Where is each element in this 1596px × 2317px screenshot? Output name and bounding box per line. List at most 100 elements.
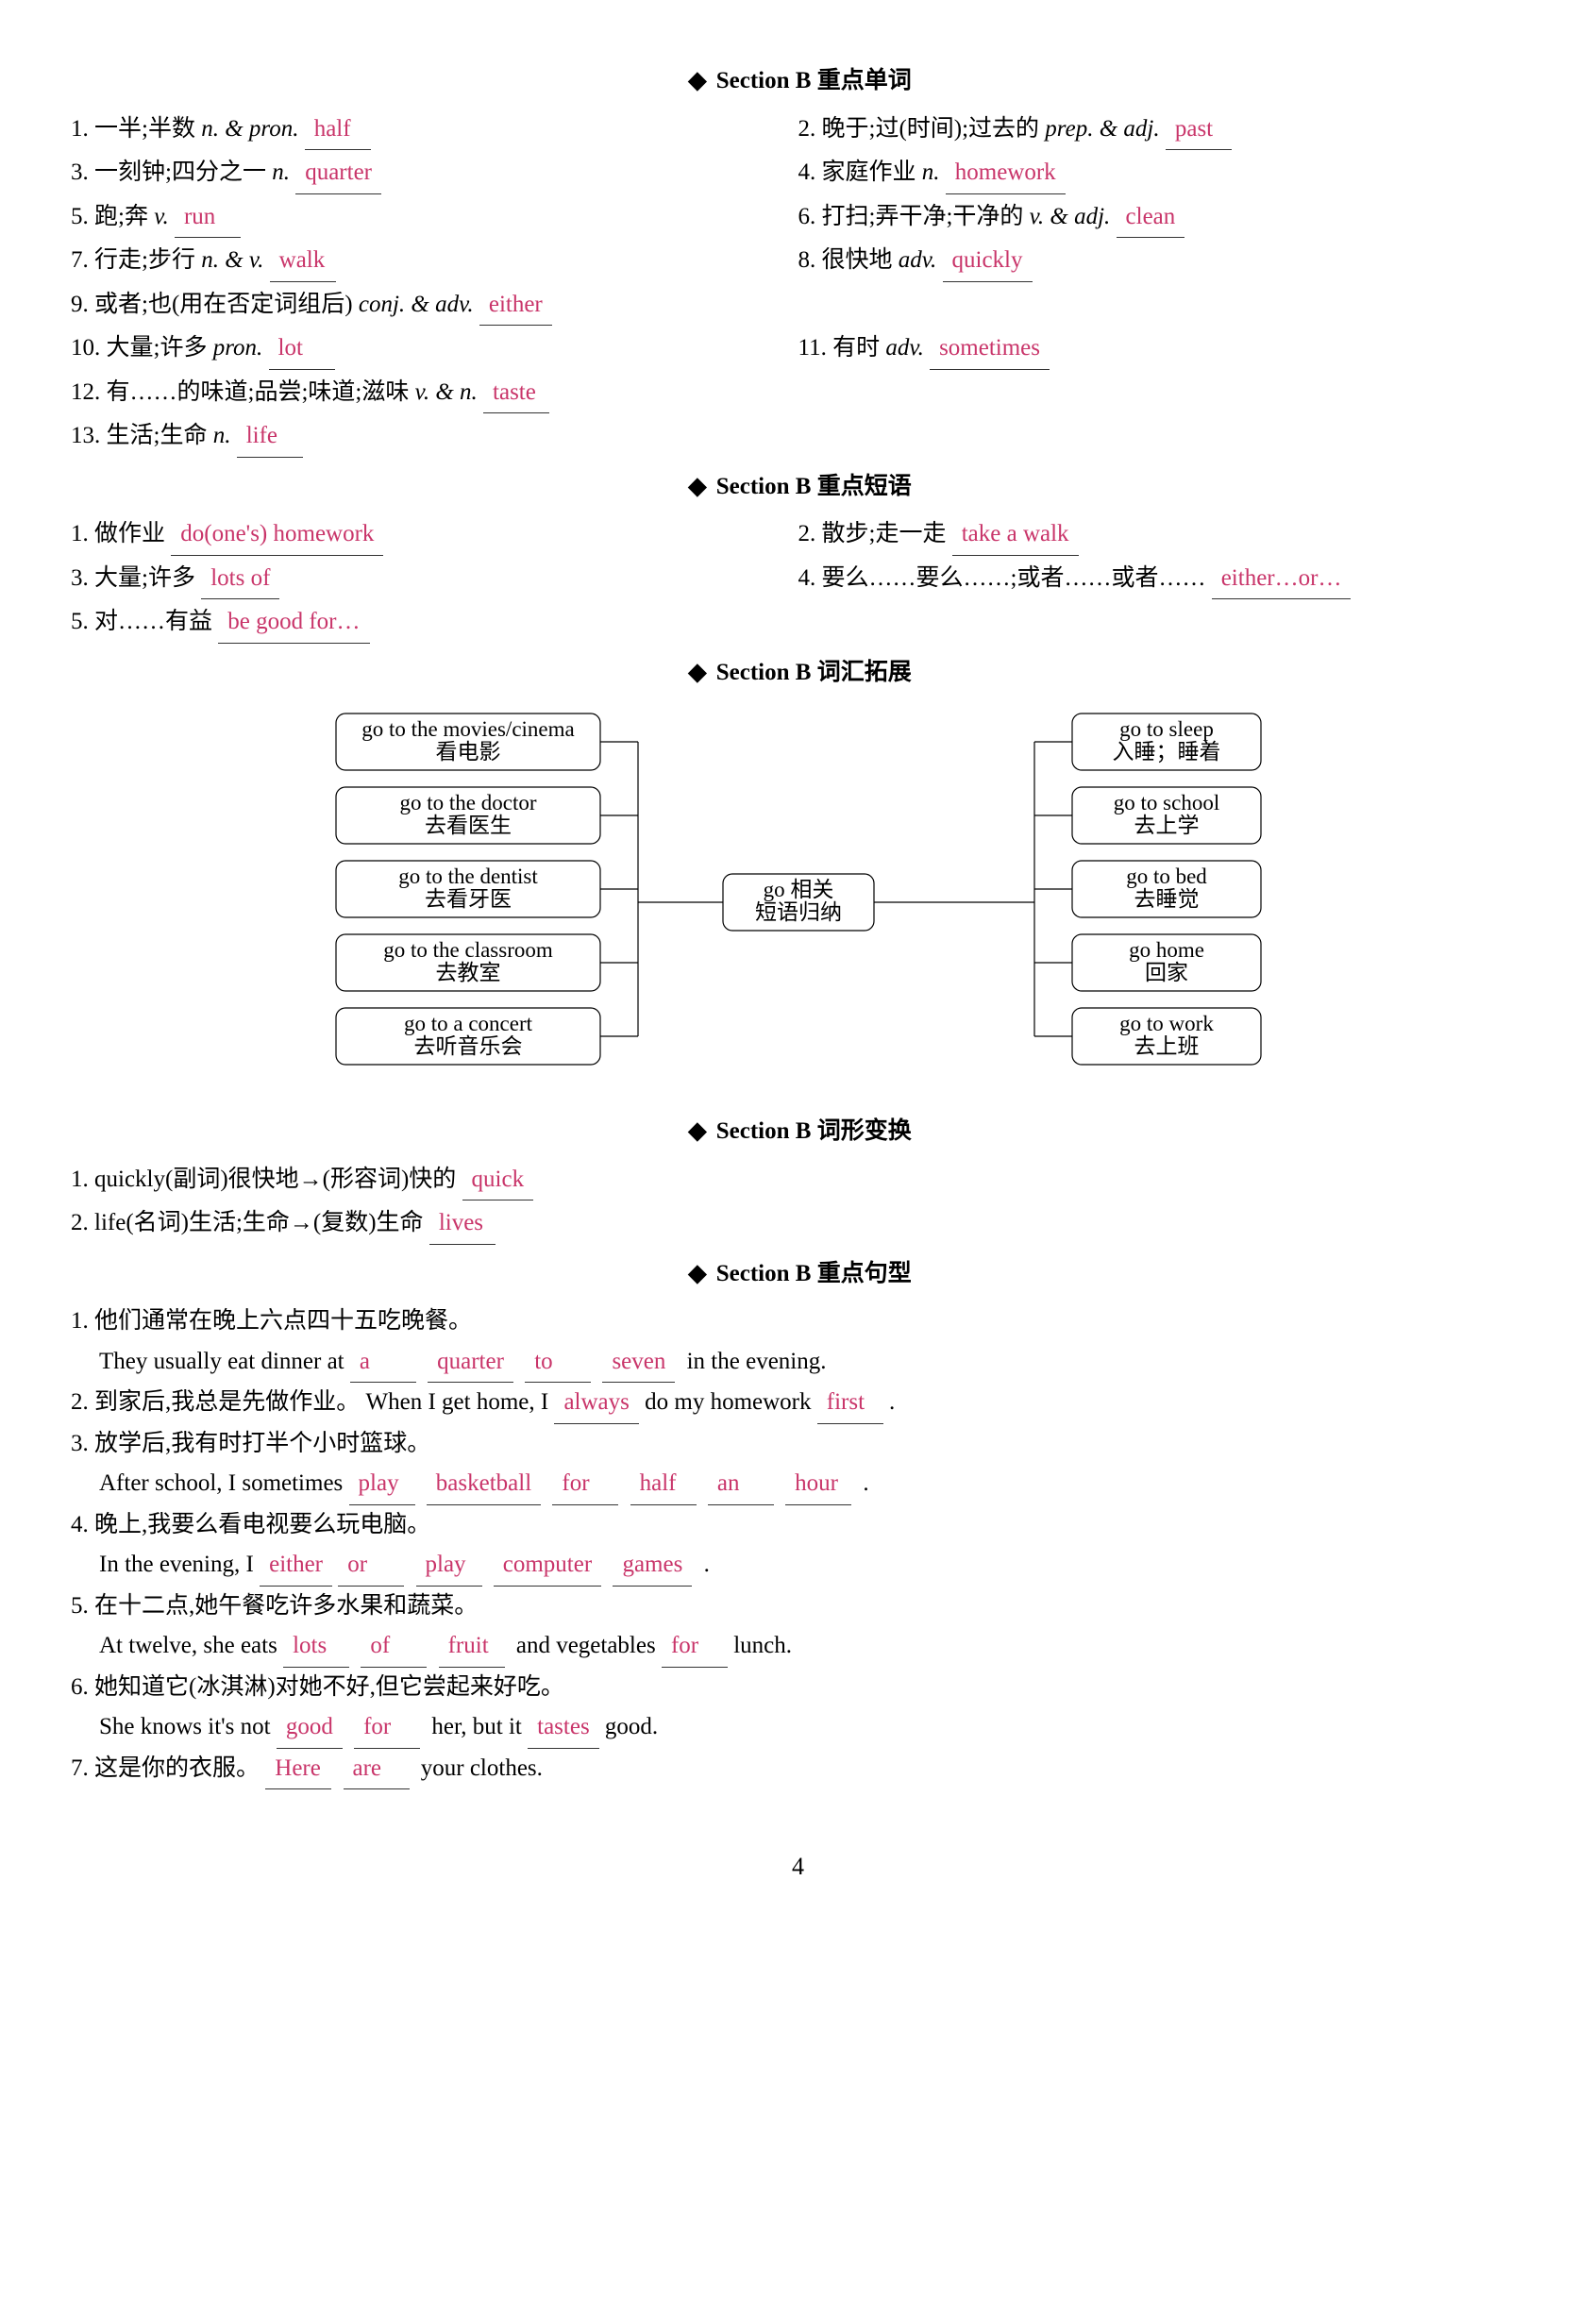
blank-answer: for [354,1707,420,1749]
wordform-answer: lives [429,1203,496,1245]
vocab-answer: homework [946,153,1066,194]
sentence-en: At twelve, she eats lots of fruit and ve… [71,1626,1525,1668]
svg-text:go to the doctor: go to the doctor [399,791,536,814]
sentence-post: in the evening. [687,1349,827,1374]
vocab-q: 12. 有……的味道;品尝;味道;滋味 [71,379,415,405]
vocab-row: 9. 或者;也(用在否定词组后) conj. & adv. either [71,285,1525,327]
svg-text:go to sleep: go to sleep [1119,717,1214,741]
sentence-mid: her, but it [431,1714,528,1739]
section-title-vocab: ◆ Section B 重点单词 [71,61,1525,102]
blank-answer: first [817,1383,883,1424]
blank-answer: are [344,1749,410,1790]
sentence-row: 7. 这是你的衣服。 Here are your clothes. [71,1749,1525,1790]
sentence-zh: 7. 这是你的衣服。 [71,1755,260,1781]
blank-answer: for [552,1464,618,1505]
vocab-answer: past [1166,109,1232,151]
sentence-pre: After school, I sometimes [99,1470,349,1496]
blank-answer: half [630,1464,697,1505]
vocab-row: 5. 跑;奔 v. run 6. 打扫;弄干净;干净的 v. & adj. cl… [71,197,1525,239]
pos-label: adv. [899,247,937,273]
section-heading: Section B 重点短语 [716,474,912,499]
vocab-row: 10. 大量;许多 pron. lot 11. 有时 adv. sometime… [71,328,1525,370]
sentence-zh: 5. 在十二点,她午餐吃许多水果和蔬菜。 [71,1587,1525,1627]
blank-answer: an [708,1464,774,1505]
pos-label: n. & v. [201,247,263,273]
vocab-q: 3. 一刻钟;四分之一 [71,160,272,185]
blank-answer: for [662,1626,728,1668]
sentence-row: 2. 到家后,我总是先做作业。 When I get home, I alway… [71,1383,1525,1424]
pos-label: v. & adj. [1030,204,1111,229]
sentence-en: After school, I sometimes play basketbal… [71,1464,1525,1505]
sentence-pre: When I get home, I [366,1389,555,1415]
vocab-answer: quarter [295,153,381,194]
diamond-icon: ◆ [688,474,706,499]
phrase-q: 5. 对……有益 [71,609,212,634]
blank-answer: fruit [439,1626,505,1668]
blank-answer: of [361,1626,427,1668]
vocab-q: 9. 或者;也(用在否定词组后) [71,292,353,317]
phrase-answer: be good for… [218,602,369,644]
vocab-row: 3. 一刻钟;四分之一 n. quarter 4. 家庭作业 n. homewo… [71,153,1525,194]
blank-answer: basketball [427,1464,541,1505]
sentence-mid: do my homework [645,1389,817,1415]
svg-text:去睡觉: 去睡觉 [1134,887,1199,911]
sentence-zh: 1. 他们通常在晚上六点四十五吃晚餐。 [71,1301,1525,1342]
blank-answer: computer [494,1545,601,1587]
phrase-q: 1. 做作业 [71,521,165,546]
sentence-en: They usually eat dinner at a quarter to … [71,1342,1525,1384]
pos-label: v. [154,204,169,229]
vocab-q: 8. 很快地 [798,247,899,273]
vocab-q: 2. 晚于;过(时间);过去的 [798,116,1046,142]
go-phrases-diagram: go to the movies/cinema看电影go to the doct… [71,704,1525,1100]
phrase-row: 1. 做作业 do(one's) homework 2. 散步;走一走 take… [71,514,1525,556]
diamond-icon: ◆ [688,68,706,93]
svg-text:去上学: 去上学 [1134,814,1199,837]
page-number: 4 [71,1846,1525,1888]
phrase-q: 3. 大量;许多 [71,565,195,591]
sentence-post: . [863,1470,868,1496]
sentence-zh: 6. 她知道它(冰淇淋)对她不好,但它尝起来好吃。 [71,1668,1525,1708]
svg-text:去听音乐会: 去听音乐会 [413,1034,522,1058]
diamond-icon: ◆ [688,1118,706,1144]
diamond-icon: ◆ [688,660,706,685]
vocab-answer: clean [1117,197,1185,239]
sentence-post: lunch. [733,1633,792,1658]
vocab-q: 5. 跑;奔 [71,204,154,229]
blank-answer: to [525,1342,591,1384]
phrase-answer: do(one's) homework [171,514,383,556]
blank-answer: play [416,1545,482,1587]
pos-label: v. & n. [415,379,478,405]
blank-answer: always [554,1383,638,1424]
vocab-answer: run [175,197,241,239]
diagram-svg: go to the movies/cinema看电影go to the doct… [279,704,1318,1100]
blank-answer: either [260,1545,332,1587]
pos-label: n. & pron. [201,116,298,142]
vocab-answer: lot [269,328,335,370]
svg-text:去看医生: 去看医生 [425,814,512,837]
phrase-row: 3. 大量;许多 lots of 4. 要么……要么……;或者……或者…… ei… [71,559,1525,600]
blank-answer: games [613,1545,692,1587]
blank-answer: a [350,1342,416,1384]
blank-answer: play [349,1464,415,1505]
sentence-en: She knows it's not good for her, but it … [71,1707,1525,1749]
pos-label: prep. & adj. [1045,116,1159,142]
vocab-q: 4. 家庭作业 [798,160,922,185]
vocab-row: 12. 有……的味道;品尝;味道;滋味 v. & n. taste [71,373,1525,414]
blank-answer: good [277,1707,343,1749]
vocab-answer: either [479,285,552,327]
vocab-q: 11. 有时 [798,335,886,361]
wordform-row: 1. quickly(副词)很快地→(形容词)快的 quick [71,1160,1525,1201]
section-title-phrases: ◆ Section B 重点短语 [71,467,1525,508]
vocab-answer: quickly [943,241,1033,282]
sentence-zh: 3. 放学后,我有时打半个小时篮球。 [71,1424,1525,1465]
section-heading: Section B 词形变换 [716,1118,912,1144]
phrase-q: 2. 散步;走一走 [798,521,947,546]
sentence-en: In the evening, I either or play compute… [71,1545,1525,1587]
svg-text:go home: go home [1129,938,1204,962]
sentence-post: good. [605,1714,658,1739]
pos-label: pron. [213,335,263,361]
vocab-q: 1. 一半;半数 [71,116,201,142]
svg-text:go to work: go to work [1119,1012,1214,1035]
svg-text:回家: 回家 [1145,961,1188,984]
pos-label: n. [213,423,231,448]
